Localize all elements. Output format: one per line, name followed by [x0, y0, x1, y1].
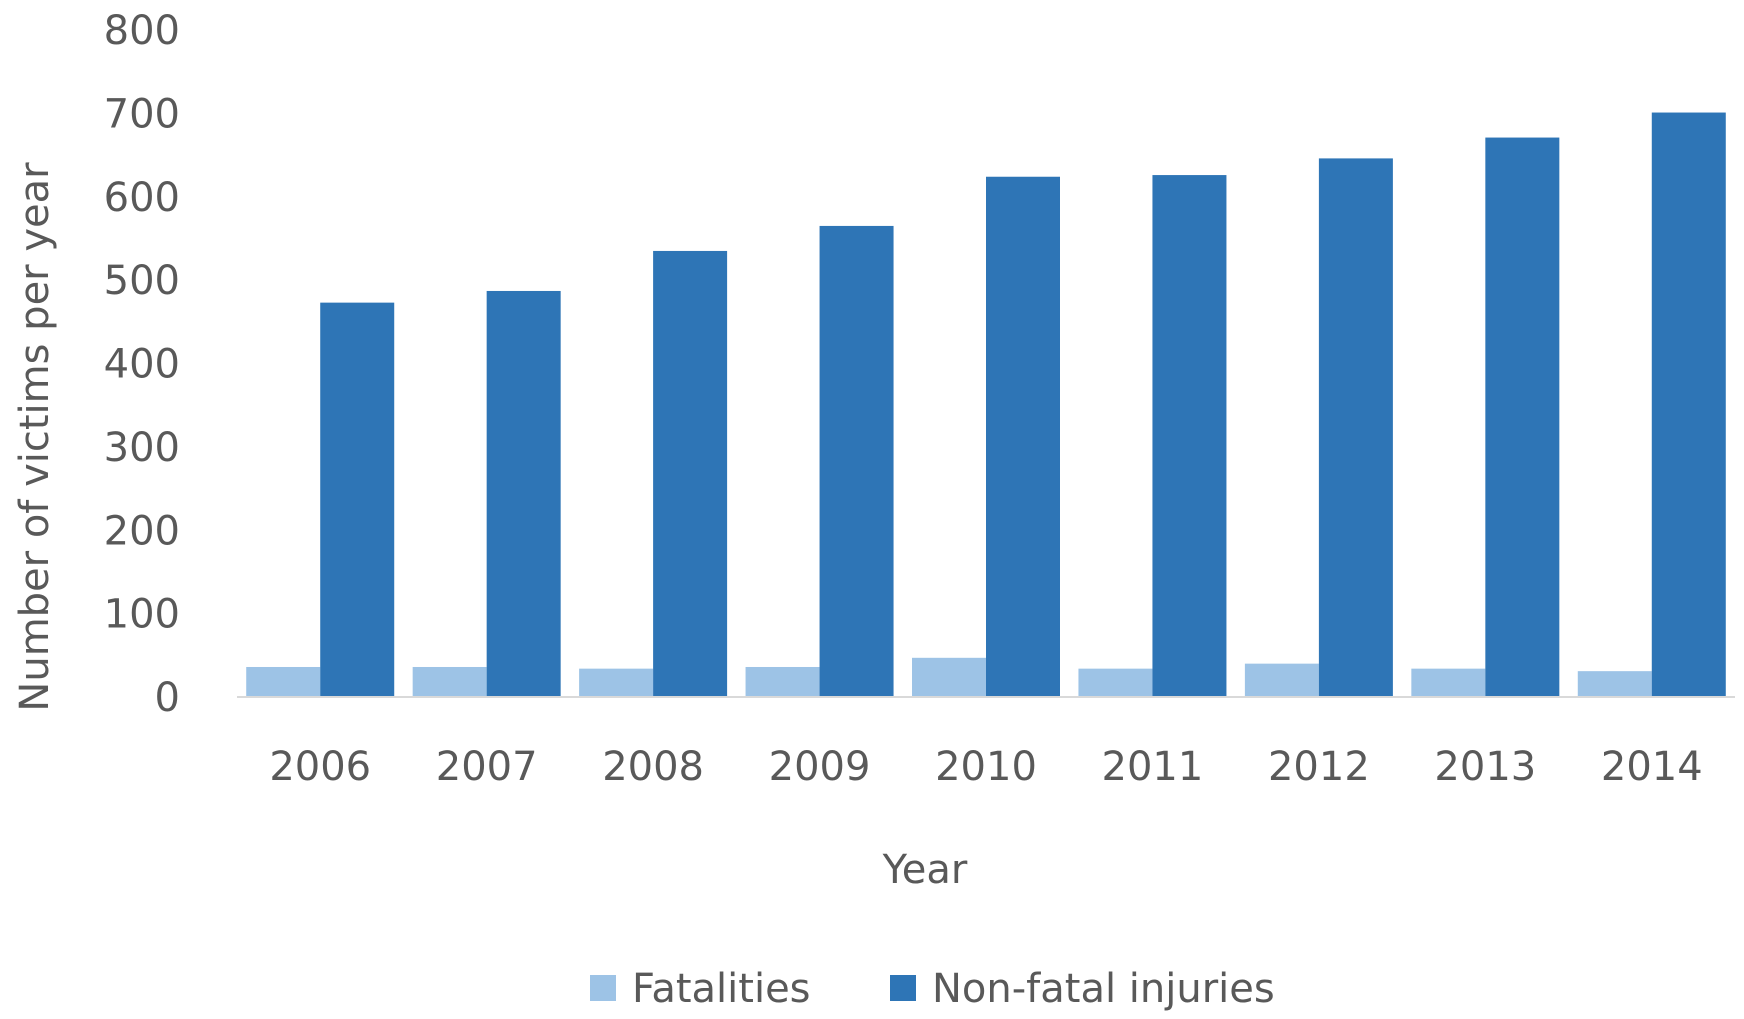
y-tick-label: 500: [104, 258, 180, 304]
bar-non-fatal-injuries-2012: [1318, 158, 1393, 697]
legend: Fatalities Non-fatal injuries: [590, 966, 1275, 1012]
bar-fatalities-2009: [745, 666, 820, 697]
x-axis-ticks: 2006 2007 2008 2009 2010 2011 2012 2013 2014: [269, 744, 1702, 790]
bar-fatalities-2010: [912, 657, 986, 697]
x-tick-label: 2008: [602, 744, 704, 790]
bar-fatalities-2014: [1577, 671, 1652, 697]
y-tick-label: 700: [104, 91, 180, 137]
bar-fatalities-2006: [246, 666, 321, 697]
bar-fatalities-2008: [579, 668, 654, 697]
x-tick-label: 2012: [1268, 744, 1370, 790]
bar-fatalities-2011: [1078, 668, 1153, 697]
y-tick-label: 0: [155, 675, 180, 721]
legend-swatch-non-fatal-injuries: [890, 975, 916, 1001]
x-tick-label: 2013: [1434, 744, 1536, 790]
x-tick-label: 2010: [935, 744, 1037, 790]
legend-swatch-fatalities: [590, 975, 616, 1001]
bar-non-fatal-injuries-2007: [486, 290, 561, 697]
legend-label-non-fatal-injuries: Non-fatal injuries: [932, 966, 1275, 1012]
y-tick-label: 100: [104, 592, 180, 638]
bar-fatalities-2007: [412, 666, 487, 697]
bar-fatalities-2013: [1411, 668, 1486, 697]
bar-non-fatal-injuries-2013: [1485, 137, 1560, 697]
y-tick-label: 800: [104, 8, 180, 54]
y-axis-ticks: 0 100 200 300 400 500 600 700 800: [104, 8, 180, 721]
x-tick-label: 2007: [436, 744, 538, 790]
bars: [246, 112, 1726, 698]
y-tick-label: 300: [104, 425, 180, 471]
x-tick-label: 2009: [769, 744, 871, 790]
bar-non-fatal-injuries-2010: [986, 176, 1060, 698]
legend-label-fatalities: Fatalities: [632, 966, 811, 1012]
x-tick-label: 2011: [1102, 744, 1204, 790]
bar-non-fatal-injuries-2014: [1651, 112, 1726, 697]
bar-fatalities-2012: [1244, 663, 1319, 697]
x-tick-label: 2006: [269, 744, 371, 790]
bar-non-fatal-injuries-2008: [653, 250, 728, 697]
y-tick-label: 600: [104, 175, 180, 221]
x-tick-label: 2014: [1601, 744, 1703, 790]
x-axis-title: Year: [882, 847, 968, 893]
y-axis-title: Number of victims per year: [12, 162, 58, 712]
bar-non-fatal-injuries-2009: [819, 225, 894, 697]
y-tick-label: 200: [104, 508, 180, 554]
y-tick-label: 400: [104, 342, 180, 388]
bar-non-fatal-injuries-2011: [1152, 175, 1227, 697]
bar-non-fatal-injuries-2006: [320, 302, 395, 697]
